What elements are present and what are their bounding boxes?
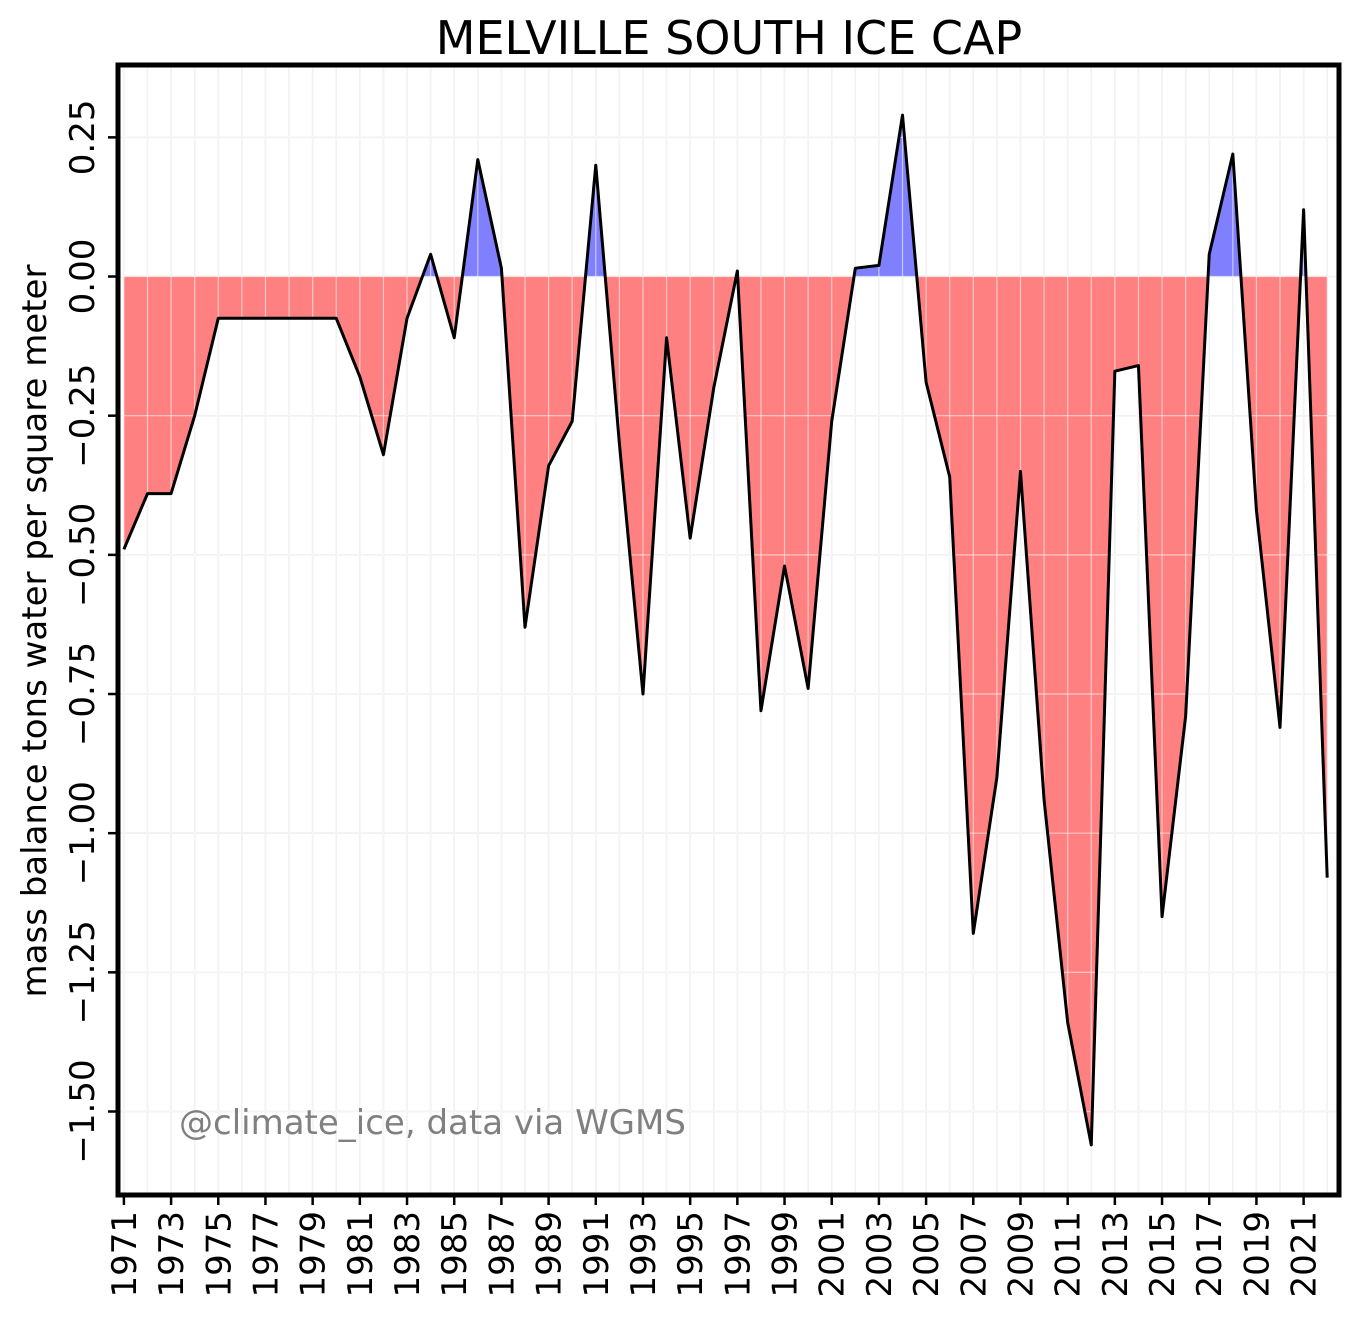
x-tick-label: 1981 (341, 1211, 381, 1298)
x-tick-label: 1993 (624, 1211, 664, 1298)
plot-frame (115, 62, 1342, 1198)
x-tick-label: 2003 (860, 1211, 900, 1298)
x-tick-label: 1975 (199, 1211, 239, 1298)
x-tick-label: 2011 (1049, 1211, 1089, 1298)
x-tick-label: 1971 (105, 1211, 145, 1298)
x-tick-label: 2005 (907, 1211, 947, 1298)
x-tick-label: 2009 (1001, 1211, 1041, 1298)
y-tick-label: −0.50 (63, 503, 103, 607)
line-layer (122, 113, 1329, 1147)
x-tick-label: 1997 (718, 1211, 758, 1298)
y-tick-label: 0.25 (63, 100, 103, 176)
x-tick-label: 1979 (294, 1211, 334, 1298)
x-tick-label: 2001 (813, 1211, 853, 1298)
y-tick-label: 0.00 (63, 239, 103, 315)
x-tick-label: 1987 (482, 1211, 522, 1298)
y-tick-label: −0.75 (63, 642, 103, 746)
x-tick-label: 2015 (1143, 1211, 1183, 1298)
x-tick-label: 2019 (1237, 1211, 1277, 1298)
chart-title: MELVILLE SOUTH ICE CAP (436, 11, 1022, 65)
x-tick-label: 1999 (766, 1211, 806, 1298)
mass-balance-line (122, 113, 1329, 1147)
y-axis-label: mass balance tons water per square meter (15, 265, 55, 998)
x-tick-label: 1991 (577, 1211, 617, 1298)
x-tick-label: 2017 (1190, 1211, 1230, 1298)
ticks-layer: −1.50 −1.25 −1.00 −0.75 −0.50 −0.25 0.00 0.25 19… (63, 100, 1325, 1298)
x-tick-label: 1995 (671, 1211, 711, 1298)
y-tick-label: −1.25 (63, 920, 103, 1024)
x-tick-label: 1977 (246, 1211, 286, 1298)
y-tick-label: −0.25 (63, 364, 103, 468)
x-tick-label: 1985 (435, 1211, 475, 1298)
positive-balance-area (123, 115, 1328, 277)
x-tick-label: 2021 (1285, 1211, 1325, 1298)
x-tick-label: 1989 (530, 1211, 570, 1298)
x-tick-label: 2007 (954, 1211, 994, 1298)
y-tick-label: −1.50 (63, 1059, 103, 1163)
fill-layer (118, 65, 1339, 1195)
x-tick-label: 2013 (1096, 1211, 1136, 1298)
y-tick-label: −1.00 (63, 781, 103, 885)
x-tick-label: 1973 (152, 1211, 192, 1298)
credit-annotation: @climate_ice, data via WGMS (179, 1103, 686, 1143)
x-tick-label: 1983 (388, 1211, 428, 1298)
negative-balance-area (123, 276, 1328, 1145)
